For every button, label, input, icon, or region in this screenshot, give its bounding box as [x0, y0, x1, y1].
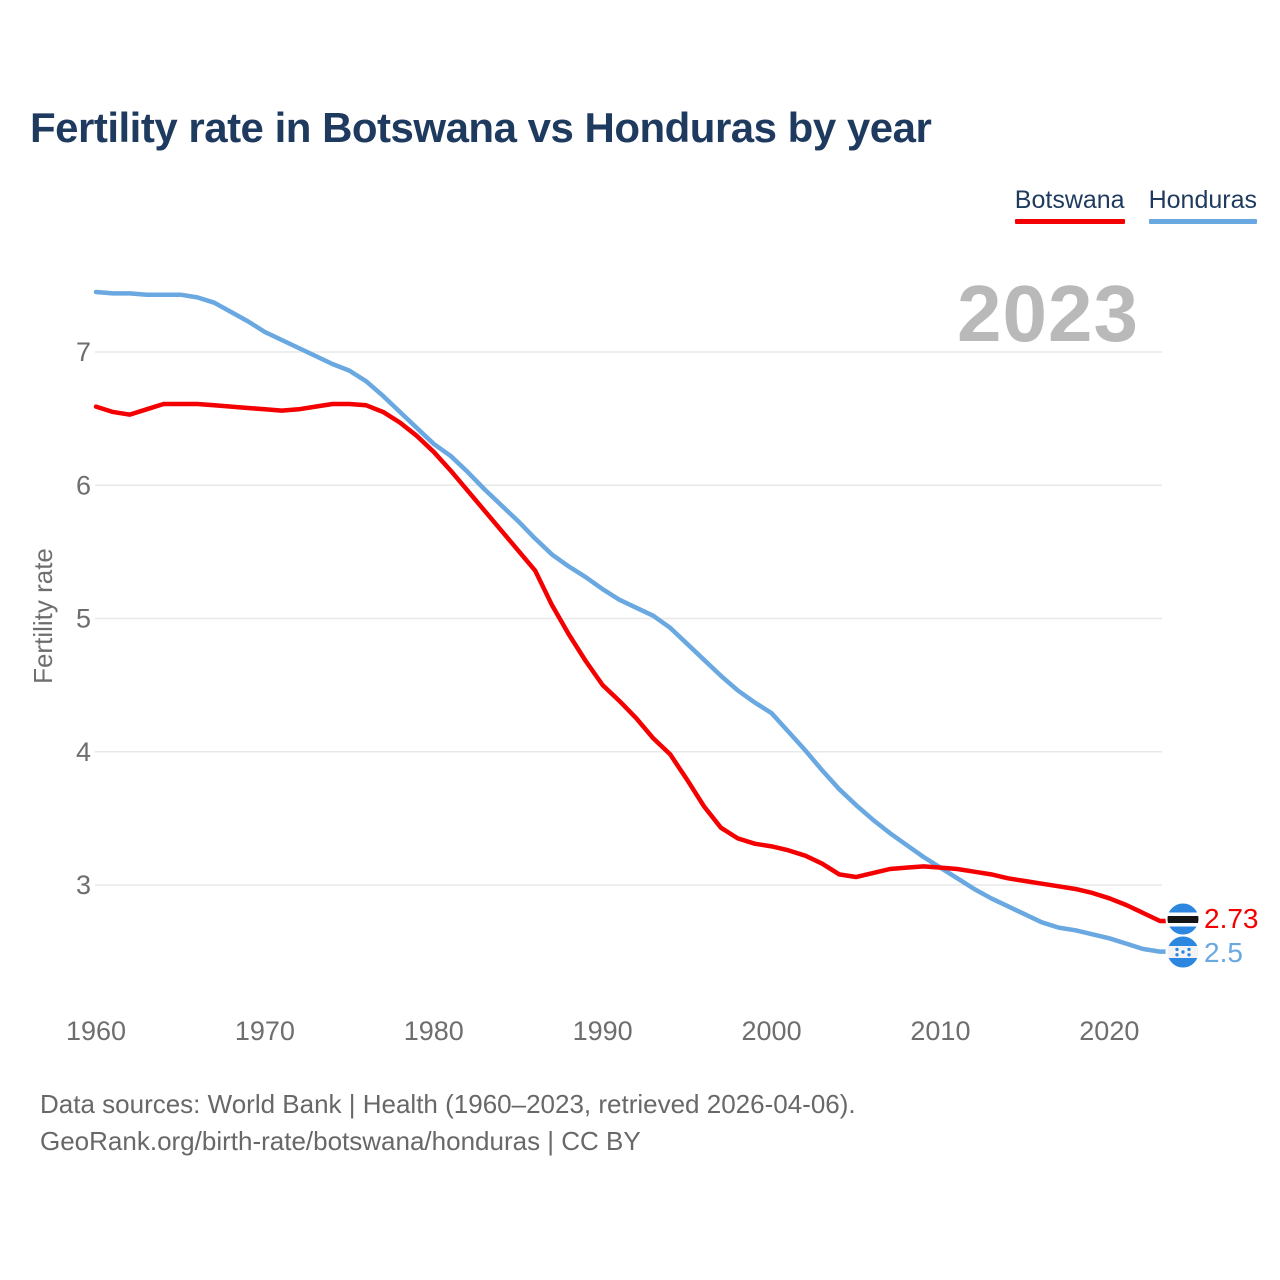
x-tick-label: 1970 — [235, 1016, 295, 1046]
y-tick-label: 6 — [76, 470, 91, 500]
footer-sources-line: Data sources: World Bank | Health (1960–… — [40, 1089, 856, 1119]
x-tick-label: 2010 — [910, 1016, 970, 1046]
legend-underline-honduras — [1148, 219, 1257, 224]
x-tick-label: 1990 — [573, 1016, 633, 1046]
legend-underline-botswana — [1014, 219, 1125, 224]
tick-layer: 7 6 5 4 3 1960 1970 1980 1990 2000 2010 2020 — [66, 337, 1139, 1046]
botswana-flag-icon — [1165, 901, 1201, 937]
x-tick-label: 1980 — [404, 1016, 464, 1046]
x-tick-label: 1960 — [66, 1016, 126, 1046]
year-watermark: 2023 — [957, 269, 1139, 358]
end-value-honduras: 2.5 — [1204, 937, 1243, 968]
series-line-honduras[interactable] — [93, 289, 1171, 954]
legend-item-botswana[interactable]: Botswana — [1014, 186, 1125, 224]
legend-label-honduras: Honduras — [1148, 186, 1257, 214]
honduras-flag-icon — [1165, 934, 1201, 970]
legend-label-botswana: Botswana — [1014, 186, 1125, 214]
y-tick-label: 3 — [76, 870, 91, 900]
y-tick-label: 4 — [76, 737, 91, 767]
page-title: Fertility rate in Botswana vs Honduras b… — [30, 104, 932, 151]
x-tick-label: 2000 — [742, 1016, 802, 1046]
series-layer — [93, 289, 1171, 954]
footer-attribution-line: GeoRank.org/birth-rate/botswana/honduras… — [40, 1126, 641, 1156]
end-value-botswana: 2.73 — [1204, 903, 1259, 934]
footer: Data sources: World Bank | Health (1960–… — [40, 1086, 856, 1160]
legend-item-honduras[interactable]: Honduras — [1148, 186, 1257, 224]
legend: Botswana Honduras — [1014, 186, 1257, 224]
series-line-botswana[interactable] — [93, 401, 1171, 924]
y-tick-label: 5 — [76, 604, 91, 634]
y-tick-label: 7 — [76, 337, 91, 367]
x-tick-label: 2020 — [1079, 1016, 1139, 1046]
grid-layer — [95, 351, 1162, 886]
